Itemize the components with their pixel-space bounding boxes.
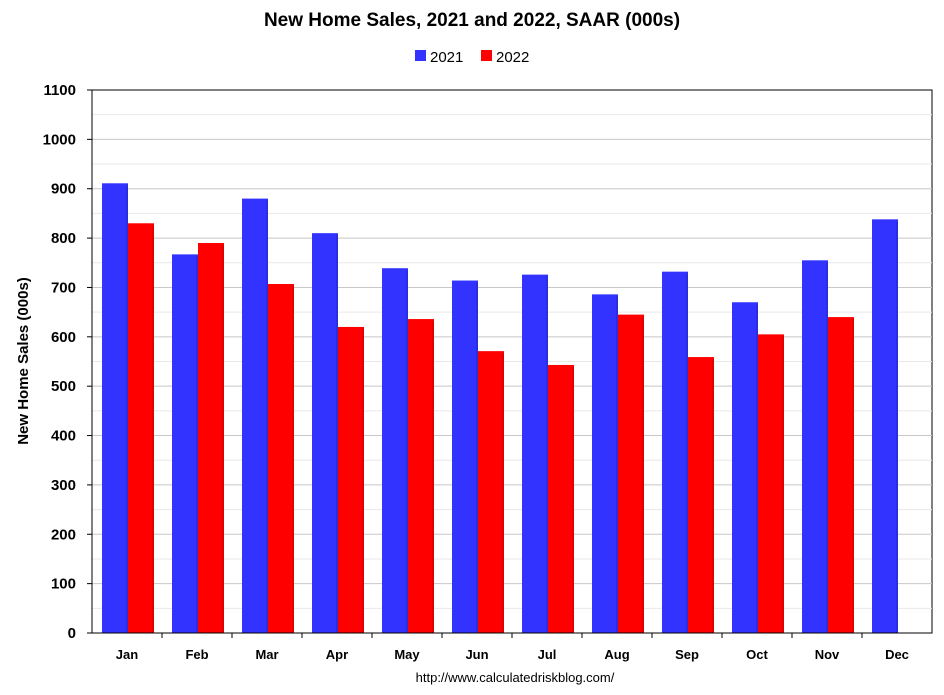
y-tick-label: 0: [68, 625, 76, 642]
x-tick-label-feb: Feb: [185, 647, 208, 662]
bar-2021-may: [382, 268, 408, 633]
bar-2021-apr: [312, 233, 338, 633]
y-tick-label: 700: [51, 279, 76, 296]
chart-title: New Home Sales, 2021 and 2022, SAAR (000…: [264, 10, 680, 31]
legend: 2021 2022: [415, 49, 529, 66]
bar-2022-nov: [828, 317, 854, 633]
legend-label-2022: 2022: [496, 49, 529, 66]
bar-2022-sep: [688, 357, 714, 633]
bar-shadow: [756, 304, 758, 633]
bar-shadow: [686, 273, 688, 633]
bar-shadow: [336, 235, 338, 633]
bar-2022-apr: [338, 326, 364, 633]
y-tick-label: 900: [51, 181, 76, 198]
gridlines: [92, 114, 932, 609]
y-tick-label: 500: [51, 378, 76, 395]
x-tick-label-may: May: [394, 647, 420, 662]
bar-shadow: [782, 336, 784, 633]
y-tick-label: 100: [51, 576, 76, 593]
bar-2022-may: [408, 319, 434, 633]
bar-shadow: [292, 285, 294, 633]
bar-shadow: [616, 296, 618, 633]
bar-2021-sep: [662, 271, 688, 633]
bar-shadow: [546, 276, 548, 633]
y-tick-label: 1100: [43, 82, 76, 99]
bar-shadow: [896, 221, 898, 633]
bar-shadow: [362, 328, 364, 633]
x-tick-label-oct: Oct: [746, 647, 768, 662]
bar-shadow: [222, 245, 224, 633]
bar-2022-jan: [128, 223, 154, 634]
x-tick-label-sep: Sep: [675, 647, 699, 662]
y-tick-label: 800: [51, 230, 76, 247]
bar-2022-jul: [548, 364, 574, 633]
bar-2021-feb: [172, 254, 198, 633]
y-tick-label: 1000: [43, 131, 76, 148]
bar-2022-mar: [268, 283, 294, 633]
y-axis-label: New Home Sales (000s): [15, 277, 32, 445]
bar-2021-jul: [522, 274, 548, 633]
x-tick-label-jan: Jan: [116, 647, 138, 662]
bar-shadow: [712, 359, 714, 633]
x-tick-label-aug: Aug: [604, 647, 629, 662]
bar-shadow: [432, 321, 434, 633]
bar-2021-jan: [102, 183, 128, 633]
bar-shadow: [152, 225, 154, 634]
bar-shadow: [196, 256, 198, 633]
y-tick-label: 400: [51, 428, 76, 445]
x-tick-label-apr: Apr: [326, 647, 348, 662]
y-tick-label: 600: [51, 329, 76, 346]
x-tick-label-jul: Jul: [538, 647, 557, 662]
bar-2021-dec: [872, 219, 898, 633]
bar-2021-aug: [592, 294, 618, 633]
bar-shadow: [406, 270, 408, 633]
bar-2021-oct: [732, 302, 758, 633]
y-tick-label: 200: [51, 526, 76, 543]
bar-shadow: [126, 185, 128, 633]
bar-2022-oct: [758, 334, 784, 633]
plot-area: [91, 89, 933, 634]
bar-shadow: [826, 262, 828, 633]
x-tick-label-dec: Dec: [885, 647, 909, 662]
bar-2021-nov: [802, 260, 828, 633]
bar-shadow: [572, 366, 574, 633]
bar-shadow: [852, 319, 854, 633]
bar-shadow: [642, 316, 644, 633]
bar-shadow: [266, 200, 268, 633]
legend-label-2021: 2021: [430, 49, 463, 66]
bar-2022-jun: [478, 351, 504, 633]
y-axis-ticks: 0 100 200 300 400 500 600 700 800 900 1000 1100: [43, 82, 92, 642]
bars: [102, 183, 898, 634]
x-tick-label-nov: Nov: [815, 647, 840, 662]
bar-shadow: [476, 282, 478, 633]
bar-2021-jun: [452, 280, 478, 633]
y-tick-label: 300: [51, 477, 76, 494]
x-axis-ticks: Jan Feb Mar Apr May Jun Jul Aug Sep Oct Nov Dec: [116, 633, 909, 662]
bar-2022-aug: [618, 314, 644, 633]
bar-2022-feb: [198, 243, 224, 633]
x-tick-label-jun: Jun: [465, 647, 488, 662]
source-url: http://www.calculatedriskblog.com/: [416, 670, 615, 685]
bar-shadow: [502, 353, 504, 633]
x-tick-label-mar: Mar: [255, 647, 278, 662]
legend-swatch-2022: [481, 50, 492, 61]
bar-2021-mar: [242, 198, 268, 633]
legend-swatch-2021: [415, 50, 426, 61]
